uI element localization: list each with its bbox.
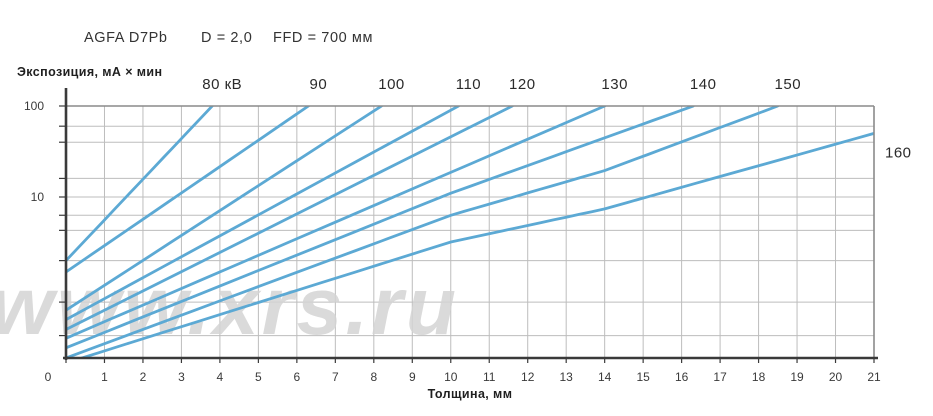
- y-tick-label-10: 10: [31, 190, 45, 204]
- kv-label-140: 140: [690, 76, 717, 93]
- kv-label-120: 120: [509, 76, 536, 93]
- x-tick-label-4: 4: [217, 370, 224, 384]
- x-tick-label-12: 12: [521, 370, 535, 384]
- x-tick-label-9: 9: [409, 370, 416, 384]
- x-tick-label-13: 13: [560, 370, 574, 384]
- x-tick-label-0: 0: [45, 370, 52, 384]
- kv-label-100: 100: [378, 76, 405, 93]
- watermark: www.xrs.ru: [0, 261, 459, 352]
- x-tick-label-2: 2: [140, 370, 147, 384]
- kv-label-160: 160: [885, 144, 912, 161]
- x-tick-label-10: 10: [444, 370, 458, 384]
- x-tick-label-15: 15: [636, 370, 650, 384]
- x-tick-label-1: 1: [101, 370, 108, 384]
- exposure-curves: [66, 106, 874, 358]
- x-tick-label-16: 16: [675, 370, 689, 384]
- kv-label-130: 130: [601, 76, 628, 93]
- x-tick-label-6: 6: [294, 370, 301, 384]
- curve-130kv: [66, 106, 607, 340]
- x-tick-label-14: 14: [598, 370, 612, 384]
- x-tick-label-3: 3: [178, 370, 185, 384]
- curve-100kv: [66, 106, 383, 312]
- kv-label-110: 110: [456, 76, 481, 93]
- curve-150kv: [66, 106, 780, 358]
- x-tick-label-5: 5: [255, 370, 262, 384]
- y-tick-label-100: 100: [24, 99, 44, 113]
- x-tick-labels: 0 1 2 3 4 5 6 7 8 9 10 11 12 13 14 15 16 17 18 19 20 21: [45, 370, 881, 384]
- ffd-label: FFD = 700 мм: [273, 30, 373, 46]
- x-tick-label-8: 8: [370, 370, 377, 384]
- density-label: D = 2,0: [201, 30, 252, 46]
- x-tick-label-19: 19: [790, 370, 804, 384]
- curve-kv-labels: 80 кВ 90 100 110 120 130 140 150 160: [202, 76, 911, 161]
- x-tick-label-17: 17: [713, 370, 727, 384]
- curve-140kv: [66, 106, 695, 350]
- curve-110kv: [66, 106, 460, 322]
- y-axis-title: Экспозиция, мА × мин: [17, 65, 162, 79]
- y-tick-labels: 100 10: [24, 99, 44, 204]
- film-type-label: AGFA D7Pb: [84, 30, 168, 46]
- kv-label-150: 150: [775, 76, 802, 93]
- x-tick-label-7: 7: [332, 370, 339, 384]
- x-tick-label-18: 18: [752, 370, 766, 384]
- x-tick-label-21: 21: [867, 370, 881, 384]
- x-tick-label-20: 20: [829, 370, 843, 384]
- curve-160kv: [77, 131, 874, 358]
- axes: [59, 88, 878, 363]
- kv-label-80: 80 кВ: [202, 76, 242, 93]
- curve-80kv: [66, 106, 214, 263]
- x-tick-label-11: 11: [483, 370, 496, 384]
- curve-120kv: [66, 106, 514, 331]
- kv-label-90: 90: [310, 76, 328, 93]
- curve-90kv: [66, 106, 310, 274]
- x-axis-title: Толщина, мм: [428, 387, 513, 401]
